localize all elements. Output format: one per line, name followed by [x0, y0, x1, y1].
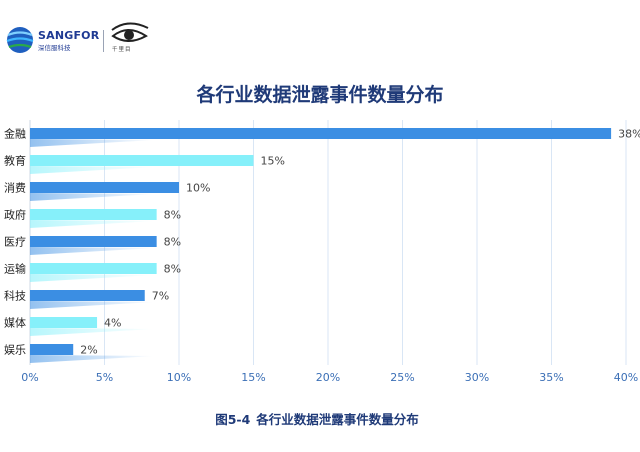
data-label: 15% [261, 155, 285, 168]
x-tick-label: 30% [465, 371, 489, 384]
bar [30, 182, 179, 193]
data-label: 4% [104, 317, 121, 330]
chart-title: 各行业数据泄露事件数量分布 [196, 84, 444, 106]
sangfor-globe-icon [6, 22, 149, 53]
data-label: 8% [164, 209, 181, 222]
bar [30, 344, 74, 355]
bar-tail [30, 274, 155, 282]
bar [30, 263, 157, 274]
bar-tail [30, 355, 155, 363]
bar-tail [30, 193, 155, 201]
x-tick-label: 15% [241, 371, 265, 384]
data-label: 7% [152, 290, 169, 303]
brand-subtitle: 深信服科技 [38, 44, 71, 52]
y-category-label: 消费 [4, 181, 26, 195]
y-category-label: 娱乐 [4, 343, 26, 357]
x-tick-label: 0% [21, 371, 38, 384]
y-category-label: 金融 [4, 127, 26, 141]
bar-tail [30, 301, 155, 309]
data-label: 2% [80, 344, 97, 357]
bar-tail [30, 247, 155, 255]
bar [30, 209, 157, 220]
data-label: 8% [164, 236, 181, 249]
y-category-label: 政府 [4, 208, 26, 222]
figure-caption-text: 各行业数据泄露事件数量分布 [256, 412, 419, 427]
x-tick-label: 10% [167, 371, 191, 384]
x-tick-label: 20% [316, 371, 340, 384]
bar [30, 155, 254, 166]
x-tick-label: 25% [390, 371, 414, 384]
partner-name: 千里目 [112, 47, 132, 53]
bar [30, 128, 612, 139]
bar-tail [30, 139, 155, 147]
bar-tail [30, 166, 155, 174]
y-category-label: 医疗 [4, 235, 26, 249]
eye-logo-icon [111, 22, 149, 42]
x-tick-label: 35% [539, 371, 563, 384]
data-label: 10% [186, 182, 210, 195]
logo-divider [103, 30, 104, 52]
figure-caption: 图5-4 各行业数据泄露事件数量分布 [0, 409, 640, 428]
brand-name: SANGFOR [38, 29, 100, 42]
x-tick-label: 40% [614, 371, 638, 384]
y-category-label: 运输 [4, 262, 26, 276]
data-label: 8% [164, 263, 181, 276]
data-label: 38% [618, 128, 640, 141]
bar [30, 236, 157, 247]
y-category-label: 媒体 [4, 316, 26, 330]
bar-tail [30, 328, 155, 336]
y-category-label: 科技 [4, 289, 26, 303]
x-tick-label: 5% [96, 371, 113, 384]
bar-tail [30, 220, 155, 228]
header-logos: SANGFOR 深信服科技 千里目 [0, 0, 200, 60]
figure-number: 图5-4 [215, 412, 251, 427]
bar [30, 317, 98, 328]
y-category-label: 教育 [4, 154, 26, 168]
bar [30, 290, 145, 301]
